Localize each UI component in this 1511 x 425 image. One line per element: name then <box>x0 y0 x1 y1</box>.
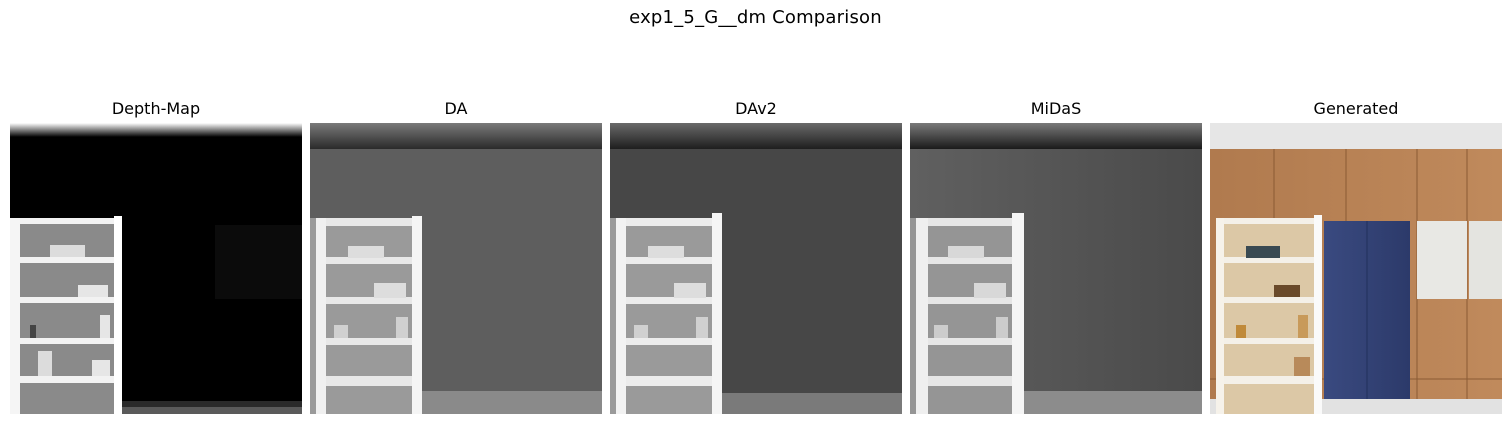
generated-photo-image <box>1210 123 1502 414</box>
depth-map-image <box>10 123 302 414</box>
panel-dav2: DAv2 <box>610 98 902 416</box>
panel-title: DAv2 <box>735 99 777 118</box>
figure-title: exp1_5_G__dm Comparison <box>629 7 882 28</box>
panel-title: Depth-Map <box>111 99 201 118</box>
panel-depth-map: Depth-Map <box>10 98 302 416</box>
panel-title: Generated <box>1313 99 1399 118</box>
panel-generated: Generated <box>1210 98 1502 416</box>
panel-title: MiDaS <box>1030 99 1082 118</box>
panel-da: DA <box>310 98 602 416</box>
panel-title: DA <box>444 99 468 118</box>
midas-depth-image <box>910 123 1202 414</box>
panel-midas: MiDaS <box>910 98 1202 416</box>
dav2-depth-image <box>610 123 902 414</box>
da-depth-image <box>310 123 602 414</box>
